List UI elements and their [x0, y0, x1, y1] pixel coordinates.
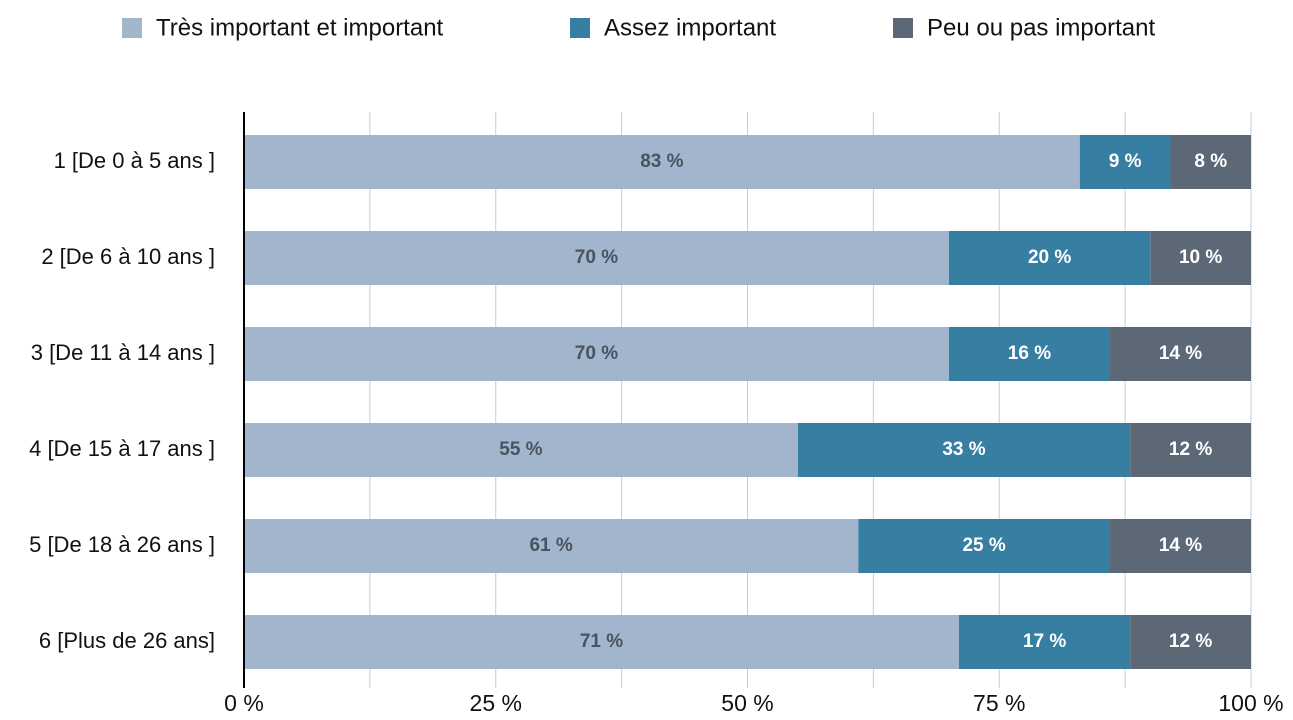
- bar-segment: [1110, 327, 1251, 381]
- bar-segment: [244, 327, 949, 381]
- value-label: 20 %: [1028, 247, 1071, 268]
- y-tick-label: 4 [De 15 à 17 ans ]: [29, 436, 215, 461]
- x-tick-label: 50 %: [721, 690, 773, 716]
- value-label: 12 %: [1169, 631, 1212, 652]
- value-label: 10 %: [1179, 247, 1222, 268]
- bar-segment: [948, 327, 1111, 381]
- bar-segment: [858, 519, 1111, 573]
- legend-swatch: [122, 18, 142, 38]
- value-label: 83 %: [640, 151, 683, 172]
- bar-segment: [1110, 519, 1251, 573]
- bar-segment: [1170, 135, 1251, 189]
- bar-segment: [1130, 423, 1251, 477]
- bar-segment: [244, 519, 859, 573]
- bar-segment: [244, 135, 1080, 189]
- value-label: 16 %: [1008, 343, 1051, 364]
- value-label: 70 %: [575, 247, 618, 268]
- y-tick-label: 3 [De 11 à 14 ans ]: [31, 340, 215, 365]
- legend-label: Très important et important: [156, 14, 444, 41]
- y-tick-label: 2 [De 6 à 10 ans ]: [41, 244, 215, 269]
- x-tick-label: 100 %: [1218, 690, 1283, 716]
- bar-segment: [1150, 231, 1251, 285]
- bar-segment: [958, 615, 1131, 669]
- y-tick-label: 1 [De 0 à 5 ans ]: [54, 148, 215, 173]
- bar-segment: [797, 423, 1131, 477]
- value-label: 9 %: [1109, 151, 1142, 172]
- value-label: 61 %: [529, 535, 572, 556]
- value-label: 71 %: [580, 631, 623, 652]
- bar-segment: [244, 231, 949, 285]
- value-label: 70 %: [575, 343, 618, 364]
- value-label: 14 %: [1159, 343, 1202, 364]
- x-tick-label: 75 %: [973, 690, 1025, 716]
- legend-swatch: [570, 18, 590, 38]
- value-label: 55 %: [499, 439, 542, 460]
- legend-label: Peu ou pas important: [927, 14, 1155, 41]
- value-label: 8 %: [1194, 151, 1227, 172]
- value-label: 14 %: [1159, 535, 1202, 556]
- bar-segment: [244, 423, 798, 477]
- value-label: 33 %: [942, 439, 985, 460]
- bar-segment: [1079, 135, 1171, 189]
- value-label: 17 %: [1023, 631, 1066, 652]
- x-tick-label: 25 %: [470, 690, 522, 716]
- bar-segment: [244, 615, 959, 669]
- value-label: 12 %: [1169, 439, 1212, 460]
- value-label: 25 %: [962, 535, 1005, 556]
- bar-segment: [948, 231, 1151, 285]
- bar-segment: [1130, 615, 1251, 669]
- legend-label: Assez important: [604, 14, 776, 41]
- y-tick-label: 6 [Plus de 26 ans]: [39, 628, 215, 653]
- y-tick-label: 5 [De 18 à 26 ans ]: [29, 532, 215, 557]
- legend-swatch: [893, 18, 913, 38]
- x-tick-label: 0 %: [224, 690, 264, 716]
